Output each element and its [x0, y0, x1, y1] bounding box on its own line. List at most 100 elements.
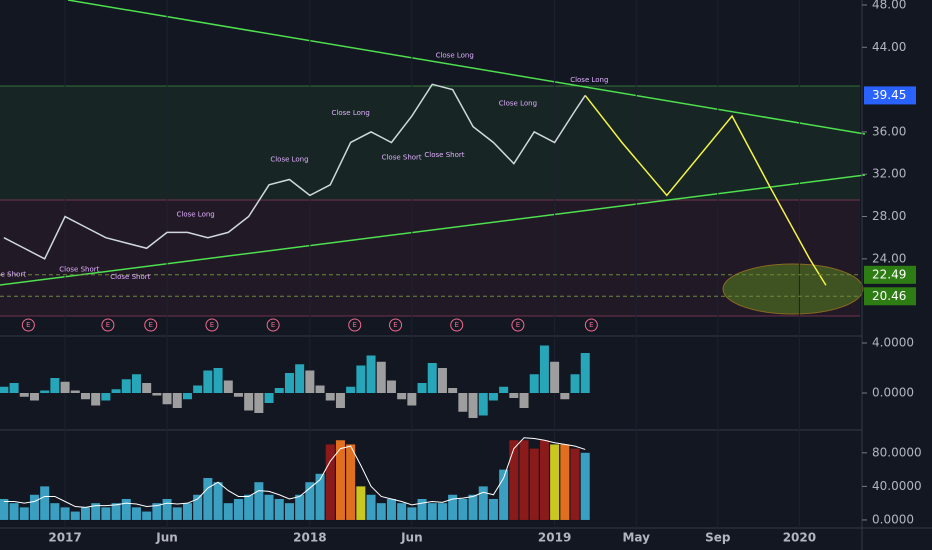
volume-bar [448, 494, 458, 520]
projection-line [584, 94, 827, 286]
volume-bar [172, 507, 182, 520]
earnings-marker [266, 318, 280, 332]
oscillator-bar [284, 373, 294, 393]
oscillator-bar [101, 393, 111, 401]
oscillator-bar [233, 393, 243, 397]
oscillator-bar [325, 393, 335, 401]
oscillator-bar [550, 361, 560, 393]
volume-bar [346, 444, 356, 520]
volume-bar [244, 494, 254, 520]
trendline [0, 174, 866, 286]
volume-bar [193, 494, 203, 520]
volume-bar [539, 440, 549, 520]
oscillator-bar [182, 393, 192, 400]
price-label: 22.49 [872, 267, 906, 281]
oscillator-bar [80, 393, 90, 400]
volume-bar [478, 486, 488, 520]
volume-average-line [3, 437, 586, 508]
oscillator-bar [376, 361, 386, 393]
volume-bar [509, 440, 519, 520]
volume-bar [182, 503, 192, 520]
oscillator-bar [9, 383, 19, 393]
oscillator-bar [223, 380, 233, 393]
y-tick-label: 48.00 [872, 0, 906, 11]
volume-bar [223, 503, 233, 520]
oscillator-bar [539, 345, 549, 393]
volume-bar [233, 498, 243, 520]
oscillator-bar [478, 393, 488, 416]
volume-bar [91, 503, 101, 520]
oscillator-bar [50, 378, 60, 393]
volume-bar [111, 503, 121, 520]
earnings-label: E [26, 321, 30, 329]
volume-bar [40, 486, 50, 520]
earnings-marker [450, 318, 464, 332]
earnings-label: E [455, 321, 459, 329]
y-tick-label: 28.00 [872, 209, 906, 223]
volume-bar [0, 498, 9, 520]
earnings-label: E [210, 321, 214, 329]
earnings-marker [389, 318, 403, 332]
oscillator-bar [407, 393, 417, 406]
x-tick-label: May [622, 531, 650, 545]
volume-bar [29, 494, 39, 520]
volume-bar [295, 494, 305, 520]
earnings-label: E [106, 321, 110, 329]
volume-bar [427, 503, 437, 520]
volume-bar [121, 498, 131, 520]
earnings-label: E [589, 321, 593, 329]
trade-annotation: Close Long [177, 210, 215, 218]
oscillator-bar [366, 355, 376, 393]
volume-bar [203, 477, 213, 520]
oscillator-bar [244, 393, 254, 411]
oscillator-bar [60, 381, 70, 393]
oscillator-bar [417, 383, 427, 393]
volume-bar [131, 507, 141, 520]
x-tick-label: 2019 [538, 531, 571, 545]
oscillator-bar [335, 393, 345, 408]
oscillator-bar [397, 393, 407, 400]
oscillator-bar [529, 374, 539, 393]
volume-bar [560, 444, 570, 520]
price-label: 39.45 [872, 88, 906, 102]
volume-bar [468, 494, 478, 520]
x-tick-label: Jun [400, 531, 423, 545]
earnings-label: E [353, 321, 357, 329]
oscillator-bar [315, 385, 325, 393]
y-tick-label: 0.0000 [872, 386, 914, 400]
oscillator-bar [305, 370, 315, 393]
trade-annotation: Close Short [59, 265, 99, 273]
volume-bar [499, 469, 509, 520]
oscillator-bar [254, 393, 264, 413]
oscillator-bar [560, 393, 570, 400]
y-tick-label: 80.0000 [872, 445, 922, 459]
volume-bar [9, 503, 19, 520]
volume-bar [397, 503, 407, 520]
volume-bar [325, 444, 335, 520]
oscillator-bar [29, 393, 39, 401]
oscillator-bar [142, 383, 152, 393]
oscillator-bar [356, 365, 366, 393]
oscillator-bar [70, 390, 80, 393]
volume-bar [80, 507, 90, 520]
oscillator-bar [427, 363, 437, 393]
x-tick-label: Sep [705, 531, 731, 545]
x-tick-label: 2020 [783, 531, 816, 545]
earnings-marker [511, 318, 525, 332]
volume-bar [407, 507, 417, 520]
trade-annotation: Close Long [436, 52, 474, 60]
volume-bar [305, 482, 315, 520]
volume-bar [60, 507, 70, 520]
volume-bar [101, 507, 111, 520]
y-tick-label: 36.00 [872, 124, 906, 138]
price-label-box [864, 265, 916, 284]
volume-bar [550, 444, 560, 520]
oscillator-bar [91, 393, 101, 406]
volume-bar [386, 498, 396, 520]
trade-annotation: Close Short [424, 151, 464, 159]
volume-bar [570, 448, 580, 520]
oscillator-bar [121, 379, 131, 393]
oscillator-bar [172, 393, 182, 408]
volume-bar [458, 498, 468, 520]
volume-bar [356, 486, 366, 520]
